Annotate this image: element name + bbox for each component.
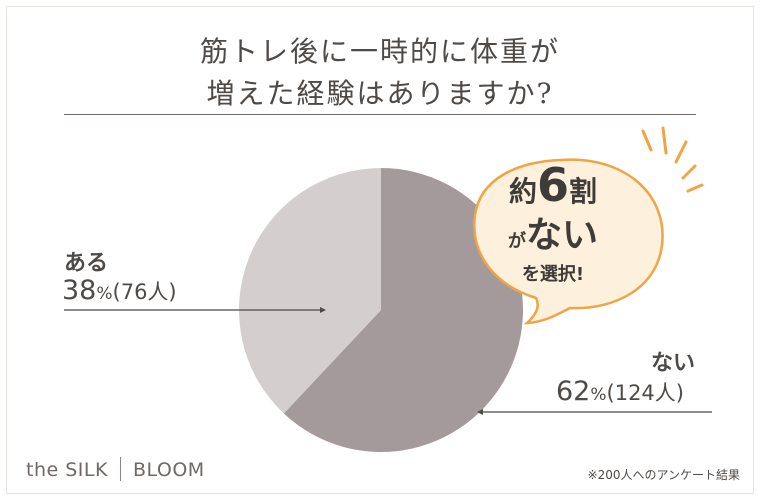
emphasis-mark (641, 129, 653, 152)
survey-footnote: ※200人へのアンケート結果 (587, 468, 740, 482)
emphasis-marks (641, 126, 704, 193)
bubble-nai: ない (525, 215, 598, 256)
emphasis-mark (674, 140, 688, 164)
label-nai-value: 62%(124人) (556, 376, 684, 407)
bubble-ga: が (507, 231, 526, 252)
pie-slices (239, 168, 523, 452)
bubble-wari: 割 (569, 175, 598, 208)
brand-logo: the SILK BLOOM (26, 457, 205, 481)
label-aru-percent-number: 38 (62, 275, 97, 306)
bubble-text: 約6割 がない を選択! (478, 162, 628, 287)
bubble-line-1: 約6割 (478, 162, 628, 215)
label-nai-percent-sign: % (590, 385, 607, 405)
label-nai-name: ない (651, 351, 696, 376)
title-line-1: 筋トレ後に一時的に体重が (199, 35, 560, 68)
bubble-line-3: を選択! (521, 264, 585, 285)
brand-right: BLOOM (132, 459, 205, 481)
bubble-line-2: がない (478, 215, 628, 263)
leader-arrow-nai (477, 409, 483, 415)
pie-slice-nai (283, 168, 523, 452)
emphasis-mark (661, 126, 668, 155)
brand-left: the SILK (26, 459, 108, 481)
label-aru-name: ある (64, 251, 109, 276)
bubble-yaku: 約 (508, 175, 537, 208)
label-nai-count: (124人) (606, 381, 684, 405)
emphasis-mark (686, 183, 704, 193)
chart-title: 筋トレ後に一時的に体重が 増えた経験はありますか? (0, 31, 760, 115)
label-nai-percent-number: 62 (556, 376, 591, 407)
title-line-2: 増えた経験はありますか? (206, 77, 554, 110)
pie-slice-aru (239, 168, 381, 414)
leader-arrow-aru (320, 307, 326, 313)
brand-separator (119, 457, 121, 481)
title-underline (64, 114, 696, 115)
speech-bubble (473, 158, 664, 325)
leader-lines (64, 307, 712, 415)
label-aru-value: 38%(76人) (62, 275, 177, 306)
label-aru-count: (76人) (112, 280, 177, 304)
emphasis-mark (681, 164, 697, 180)
label-aru-percent-sign: % (96, 284, 113, 304)
bubble-six: 6 (536, 158, 569, 212)
